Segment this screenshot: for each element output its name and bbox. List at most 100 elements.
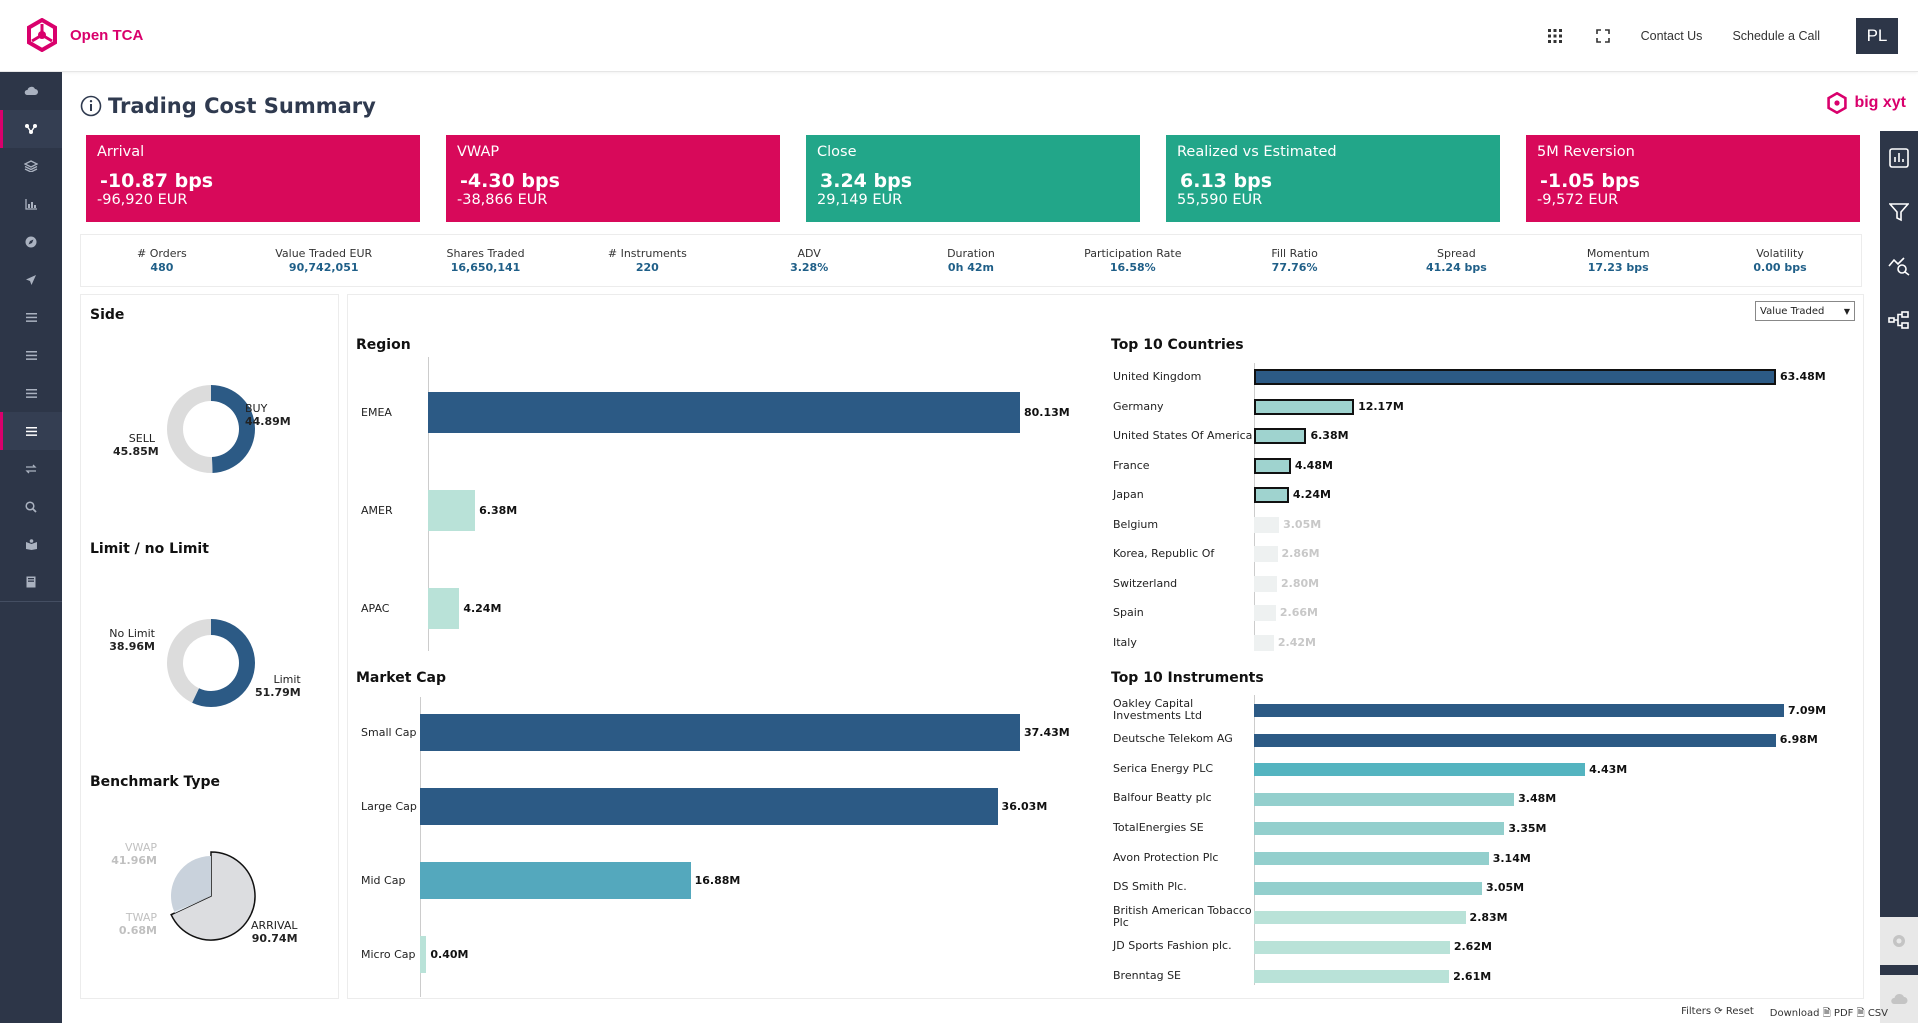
app-logo[interactable]: Open TCA	[26, 18, 143, 52]
kpi-5m-reversion[interactable]: 5M Reversion -1.05 bps -9,572 EUR	[1526, 135, 1860, 222]
settings-gear-icon[interactable]	[1880, 917, 1918, 965]
sidebar-item-docs[interactable]	[0, 563, 62, 601]
stat-value: 16.58%	[1109, 261, 1156, 274]
vwap-label: VWAP	[125, 841, 157, 854]
top-10-countries-bar-united-states-of-america[interactable]	[1254, 428, 1307, 444]
kpi-vwap[interactable]: VWAP -4.30 bps -38,866 EUR	[446, 135, 780, 222]
top-10-countries-value-label: 2.86M	[1281, 547, 1320, 560]
top-10-instruments-bar-serica-energy-plc[interactable]	[1254, 763, 1586, 777]
market-cap-bar-mid-cap[interactable]	[420, 862, 691, 899]
sidebar-item-list-2[interactable]	[0, 337, 62, 375]
download-links[interactable]: Download 🗎 PDF 🗎 CSV	[1770, 1006, 1888, 1023]
top-10-instruments-bar-totalenergies-se[interactable]	[1254, 822, 1505, 836]
search-icon	[25, 501, 37, 513]
sidebar-item-transfer[interactable]	[0, 450, 62, 488]
limit-donut-chart[interactable]	[165, 617, 257, 709]
sidebar-item-explore[interactable]	[0, 223, 62, 261]
slice-twap[interactable]	[174, 896, 211, 913]
top-10-instruments-category-label: Avon Protection Plc	[1113, 850, 1219, 864]
top-10-countries-bar-france[interactable]	[1254, 457, 1291, 474]
top-10-instruments-bar-oakley-capital-investments-ltd[interactable]	[1254, 704, 1784, 717]
stat-value-traded: Value Traded EUR 90,742,051	[243, 247, 405, 274]
market-cap-bar-small-cap[interactable]	[420, 714, 1020, 751]
apps-grid-icon[interactable]	[1545, 26, 1565, 46]
metric-select[interactable]: Value Traded ▼	[1755, 301, 1855, 321]
footer: Filters ⟳ Reset Download 🗎 PDF 🗎 CSV	[1681, 1006, 1888, 1023]
slice-no-limit[interactable]	[166, 619, 211, 703]
market-cap-bar-micro-cap[interactable]	[420, 936, 427, 973]
market-cap-bar-large-cap[interactable]	[420, 788, 998, 825]
market-cap-category-label: Mid Cap	[361, 873, 406, 887]
top-10-countries-bar-spain[interactable]	[1254, 605, 1276, 621]
sidebar-item-list-3[interactable]	[0, 374, 62, 412]
top-10-instruments-value-label: 3.14M	[1492, 851, 1531, 865]
top-10-instruments-bar-brenntag-se[interactable]	[1254, 970, 1450, 984]
slice-vwap[interactable]	[171, 856, 211, 912]
top-10-countries-bar-switzerland[interactable]	[1254, 575, 1278, 592]
side-sell-label: SELL 45.85M	[113, 432, 159, 458]
top-10-countries-bar-belgium[interactable]	[1254, 516, 1280, 533]
sidebar-item-search[interactable]	[0, 488, 62, 526]
slice-sell[interactable]	[167, 385, 213, 473]
sell-label: SELL	[128, 432, 155, 445]
top-10-countries-category-label: Germany	[1113, 399, 1164, 413]
filters-link[interactable]: Filters ⟳ Reset	[1681, 1006, 1754, 1023]
stat-label: # Instruments	[607, 247, 687, 260]
side-donut-chart[interactable]	[165, 383, 257, 475]
sidebar-item-layers[interactable]	[0, 148, 62, 186]
sidebar-item-list-1[interactable]	[0, 299, 62, 337]
region-value-label: 4.24M	[463, 601, 502, 615]
market-cap-axis	[420, 697, 421, 997]
sidebar-item-list-4[interactable]	[0, 412, 62, 450]
kpi-eur: -9,572 EUR	[1537, 192, 1619, 208]
kpi-close[interactable]: Close 3.24 bps 29,149 EUR	[806, 135, 1140, 222]
top-10-countries-bar-japan[interactable]	[1254, 487, 1289, 503]
slice-arrival[interactable]	[170, 851, 256, 941]
top-10-countries-value-label: 4.24M	[1292, 488, 1331, 501]
arrival-label: ARRIVAL	[251, 919, 298, 932]
benchmark-pie-chart[interactable]	[165, 850, 257, 942]
stat-instruments: # Instruments 220	[566, 247, 728, 274]
top-10-countries-bar-germany[interactable]	[1254, 398, 1355, 415]
slice-limit[interactable]	[192, 619, 255, 707]
info-icon[interactable]	[80, 95, 102, 117]
sidebar-item-cloud[interactable]	[0, 72, 62, 110]
schedule-call-link[interactable]: Schedule a Call	[1732, 29, 1820, 43]
slice-buy[interactable]	[211, 385, 256, 473]
top-10-countries-bar-italy[interactable]	[1254, 634, 1274, 651]
hierarchy-icon[interactable]	[1880, 293, 1918, 347]
top-10-countries-bar-united-kingdom[interactable]	[1254, 369, 1776, 385]
top-10-countries-category-label: Japan	[1113, 488, 1144, 501]
main-chart-panel: Value Traded ▼ Region EMEA 80.13M AMER 6.38M…	[347, 294, 1864, 999]
kpi-value: -10.87 bps	[100, 170, 214, 192]
top-10-instruments-bar-balfour-beatty-plc[interactable]	[1254, 792, 1515, 806]
stat-value: 17.23 bps	[1587, 261, 1649, 274]
top-10-instruments-bar-british-american-tobacco-plc[interactable]	[1254, 911, 1466, 925]
contact-us-link[interactable]: Contact Us	[1640, 29, 1703, 43]
top-10-countries-bar-korea-republic-of[interactable]	[1254, 546, 1278, 562]
sidebar-item-learn[interactable]	[0, 526, 62, 564]
trend-search-icon[interactable]	[1880, 239, 1918, 293]
page-title: Trading Cost Summary	[108, 94, 376, 118]
market-cap-category-label: Small Cap	[361, 725, 417, 739]
top-10-instruments-bar-deutsche-telekom-ag[interactable]	[1254, 733, 1776, 747]
kpi-realized-vs-estimated[interactable]: Realized vs Estimated 6.13 bps 55,590 EU…	[1166, 135, 1500, 222]
cloud-upload-icon[interactable]	[1880, 975, 1918, 1023]
sell-value: 45.85M	[113, 445, 159, 458]
kpi-arrival[interactable]: Arrival -10.87 bps -96,920 EUR	[86, 135, 420, 222]
sidebar-item-send[interactable]	[0, 261, 62, 299]
top-10-instruments-bar-ds-smith-plc[interactable]	[1254, 881, 1482, 895]
sidebar-item-summary[interactable]	[0, 109, 62, 148]
sidebar-item-chart[interactable]	[0, 185, 62, 223]
filter-icon[interactable]	[1880, 185, 1918, 239]
region-bar-apac[interactable]	[428, 588, 460, 629]
region-bar-amer[interactable]	[428, 490, 476, 531]
chart-view-icon[interactable]	[1880, 131, 1918, 185]
top-10-instruments-bar-avon-protection-plc[interactable]	[1254, 852, 1489, 865]
market-cap-value-label: 37.43M	[1024, 725, 1070, 739]
region-bar-emea[interactable]	[428, 392, 1020, 433]
fullscreen-icon[interactable]	[1593, 26, 1613, 46]
top-10-instruments-bar-jd-sports-fashion-plc[interactable]	[1254, 940, 1450, 954]
user-avatar[interactable]: PL	[1856, 18, 1898, 54]
stat-label: Duration	[947, 247, 995, 260]
